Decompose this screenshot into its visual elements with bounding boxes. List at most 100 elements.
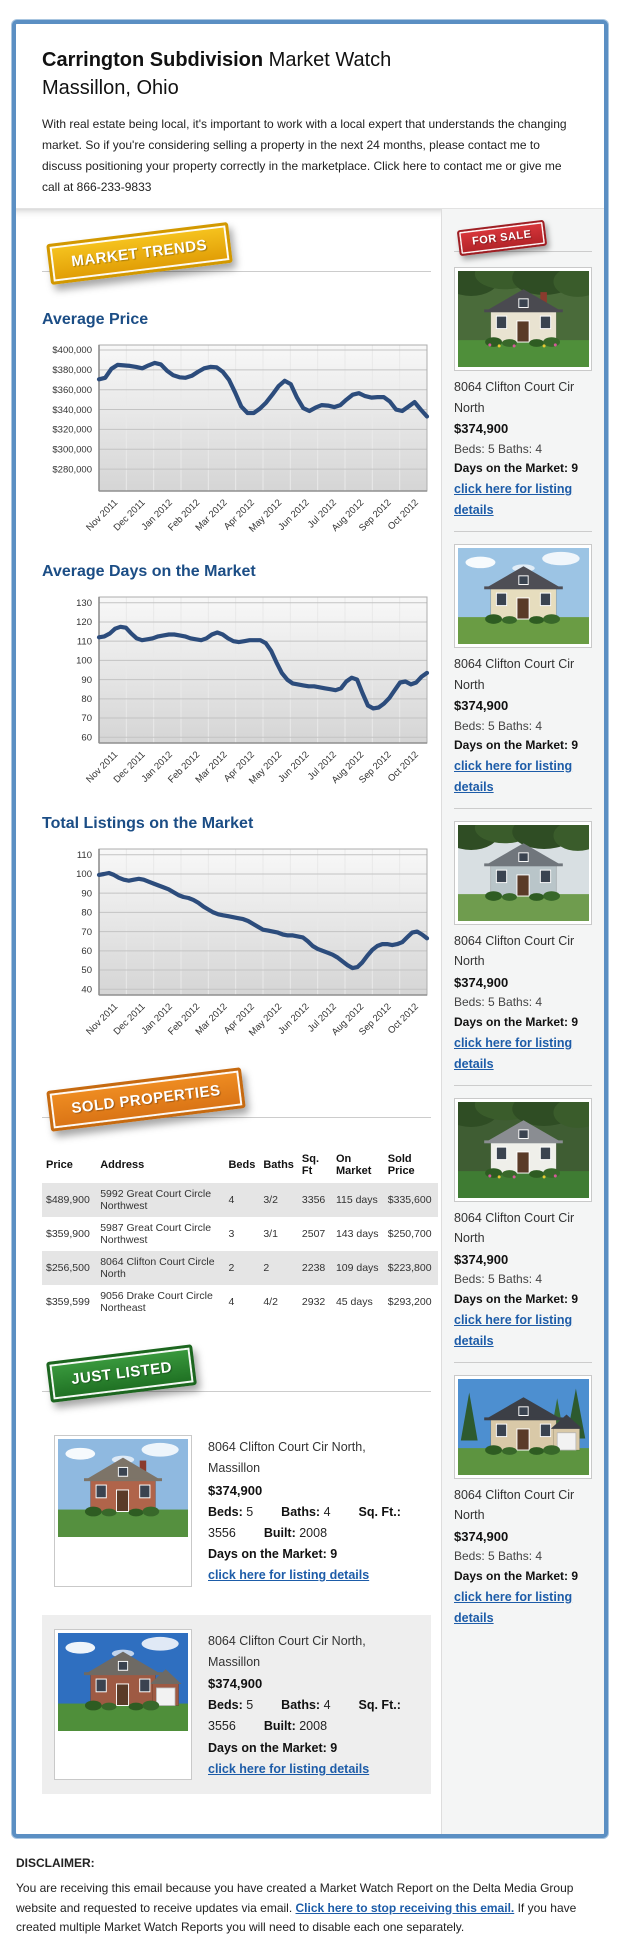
table-cell: $293,200 xyxy=(387,1296,432,1308)
table-cell: 3/2 xyxy=(259,1183,298,1217)
listing-photo[interactable] xyxy=(454,1097,592,1202)
sidebar-listing: 8064 Clifton Court Cir North $374,900 Be… xyxy=(454,1097,592,1363)
svg-text:Oct 2012: Oct 2012 xyxy=(386,749,421,784)
divider xyxy=(42,1117,431,1118)
table-cell: 9056 Drake Court Circle Northeast xyxy=(100,1290,213,1314)
table-row: $489,900 5992 Great Court Circle Northwes… xyxy=(42,1183,438,1217)
table-cell: $335,600 xyxy=(383,1183,438,1217)
table-cell: 4 xyxy=(228,1296,235,1308)
listing-details-link[interactable]: click here for listing details xyxy=(454,759,573,794)
table-row: $256,500 8064 Clifton Court Circle North 2… xyxy=(42,1251,438,1285)
svg-text:130: 130 xyxy=(76,598,92,609)
column-header: Sq. Ft xyxy=(301,1153,320,1177)
table-cell: 115 days xyxy=(331,1183,384,1217)
unsubscribe-link[interactable]: Click here to stop receiving this email. xyxy=(295,1900,515,1915)
svg-text:50: 50 xyxy=(81,965,92,976)
listing-specs: Beds: 5 Baths: 4 Sq. Ft.: 3556 Built: 2008 xyxy=(208,1698,401,1734)
listing-address: 8064 Clifton Court Cir North xyxy=(454,656,575,692)
listing-photo[interactable] xyxy=(454,267,592,371)
listing-price: $374,900 xyxy=(454,421,509,437)
table-cell: 8064 Clifton Court Circle North xyxy=(96,1251,225,1285)
svg-text:$320,000: $320,000 xyxy=(52,425,92,436)
city-state: Massillon, Ohio xyxy=(42,77,179,99)
beds-baths: Beds: 5 Baths: 4 xyxy=(454,995,543,1010)
table-cell: 2 xyxy=(259,1251,298,1285)
listing-photo[interactable] xyxy=(54,1628,192,1781)
svg-text:120: 120 xyxy=(76,617,92,628)
listing-price: $374,900 xyxy=(454,1251,509,1267)
listing-details-link[interactable]: click here for listing details xyxy=(208,1761,370,1776)
just-listed-item: 8064 Clifton Court Cir North, Massillon … xyxy=(42,1421,431,1601)
listing-address: 8064 Clifton Court Cir North xyxy=(454,933,575,969)
table-cell: $359,599 xyxy=(46,1296,90,1308)
listing-details-link[interactable]: click here for listing details xyxy=(454,482,573,518)
column-header: On Market xyxy=(335,1153,372,1177)
sidebar-listing: 8064 Clifton Court Cir North $374,900 Be… xyxy=(454,543,592,809)
for-sale-badge-row: FOR SALE xyxy=(454,219,592,267)
just-listed-badge-row: JUST LISTED xyxy=(42,1344,431,1417)
divider xyxy=(42,271,431,272)
market-trends-badge-row: MARKET TRENDS xyxy=(42,222,431,297)
divider xyxy=(454,1084,592,1086)
svg-text:$400,000: $400,000 xyxy=(52,345,92,356)
table-cell: 143 days xyxy=(335,1228,379,1240)
just-listed-ribbon: JUST LISTED xyxy=(46,1344,198,1403)
svg-text:$380,000: $380,000 xyxy=(52,365,92,376)
table-cell: $489,900 xyxy=(42,1183,97,1217)
table-cell: 5987 Great Court Circle Northwest xyxy=(100,1222,212,1246)
divider xyxy=(42,1391,431,1392)
listing-photo[interactable] xyxy=(454,820,592,925)
listing-details-link[interactable]: click here for listing details xyxy=(454,1312,573,1348)
table-row: $359,599 9056 Drake Court Circle Northeas… xyxy=(42,1285,438,1319)
column-header: Sold Price xyxy=(387,1153,415,1177)
sidebar-listing: 8064 Clifton Court Cir North $374,900 Be… xyxy=(454,820,592,1086)
listing-price: $374,900 xyxy=(454,975,509,990)
table-row: $359,900 5987 Great Court Circle Northwes… xyxy=(42,1217,438,1251)
days-on-market: Days on the Market: 9 xyxy=(454,1568,579,1583)
listing-details-link[interactable]: click here for listing details xyxy=(454,1589,573,1625)
svg-text:$280,000: $280,000 xyxy=(52,464,92,475)
table-cell: 2238 xyxy=(297,1251,332,1285)
listing-price: $374,900 xyxy=(208,1676,263,1692)
main-column: MARKET TRENDS Average Price $280,000 $300… xyxy=(16,209,441,1834)
svg-text:90: 90 xyxy=(81,675,92,686)
divider xyxy=(454,251,592,252)
table-header-row: Price Address Beds Baths Sq. Ft On Market Sold… xyxy=(42,1147,438,1183)
divider xyxy=(454,807,592,809)
table-cell: 4/2 xyxy=(263,1296,278,1308)
listing-address: 8064 Clifton Court Cir North, Massillon xyxy=(208,1440,366,1476)
report-header: Carrington Subdivision Market Watch Mass… xyxy=(16,24,604,208)
sold-properties-badge-row: SOLD PROPERTIES xyxy=(42,1067,431,1143)
listing-price: $374,900 xyxy=(454,698,509,714)
for-sale-sidebar: FOR SALE 8064 Clifton Court Cir North $3… xyxy=(441,209,604,1835)
days-on-market: Days on the Market: 9 xyxy=(454,1292,579,1307)
column-header: Beds xyxy=(228,1159,256,1171)
avg-price-heading: Average Price xyxy=(42,311,149,328)
svg-text:90: 90 xyxy=(81,888,92,899)
sold-properties-ribbon: SOLD PROPERTIES xyxy=(46,1067,246,1132)
listing-price: $374,900 xyxy=(454,1528,509,1544)
intro-paragraph: With real estate being local, it's impor… xyxy=(42,117,567,194)
listing-specs: Beds: 5 Baths: 4 Sq. Ft.: 3556 Built: 2008 xyxy=(208,1504,401,1540)
listing-price: $374,900 xyxy=(208,1482,263,1498)
svg-text:$360,000: $360,000 xyxy=(52,385,92,396)
svg-text:$300,000: $300,000 xyxy=(52,444,92,455)
avg-days-chart: 60 70 80 90 100 110 120 130 Nov 2011 Dec 2011 Jan … xyxy=(42,589,431,801)
disclaimer-heading: DISCLAIMER: xyxy=(16,1856,95,1871)
table-cell: 4 xyxy=(224,1183,260,1217)
avg-price-chart: $280,000 $300,000 $320,000 $340,000 $360,000… xyxy=(42,337,431,549)
listing-address: 8064 Clifton Court Cir North xyxy=(454,1210,575,1246)
sidebar-listing: 8064 Clifton Court Cir North $374,900 Be… xyxy=(454,1374,592,1629)
table-cell: 2932 xyxy=(301,1296,326,1308)
table-cell: 2507 xyxy=(301,1228,326,1240)
table-cell: 3/1 xyxy=(263,1228,278,1240)
svg-text:80: 80 xyxy=(81,908,92,919)
listing-photo[interactable] xyxy=(454,543,592,648)
listing-photo[interactable] xyxy=(454,1374,592,1479)
report-frame: Carrington Subdivision Market Watch Mass… xyxy=(12,20,608,1839)
sold-properties-table: Price Address Beds Baths Sq. Ft On Market Sold… xyxy=(42,1147,438,1319)
listing-photo[interactable] xyxy=(54,1435,192,1587)
svg-text:110: 110 xyxy=(77,636,92,647)
listing-details-link[interactable]: click here for listing details xyxy=(208,1568,370,1583)
listing-details-link[interactable]: click here for listing details xyxy=(454,1036,573,1071)
